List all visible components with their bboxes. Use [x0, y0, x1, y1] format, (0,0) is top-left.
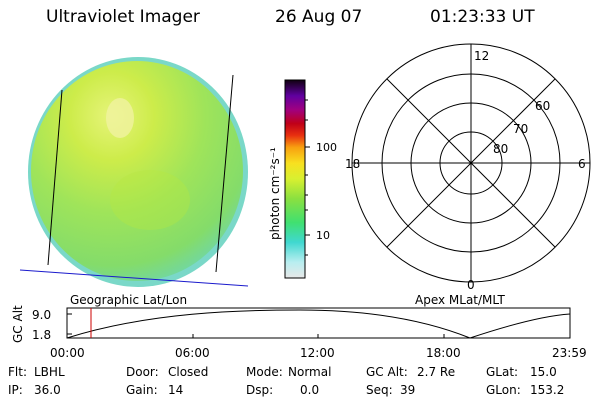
colorbar-tick-label: 100 [316, 141, 337, 154]
uv-image-panel [19, 57, 249, 287]
status-glat-label: GLat: [486, 365, 519, 379]
meridian-line [47, 89, 63, 266]
colorbar-tick-label: 10 [316, 229, 330, 242]
altitude-plot-frame [66, 307, 571, 339]
status-gain-label: Gain: [126, 383, 158, 397]
mlat-label-60: 60 [535, 99, 550, 113]
status-door-value: Closed [168, 365, 209, 379]
mlat-label-70: 70 [513, 122, 528, 136]
mlt-label-6: 6 [578, 157, 586, 171]
altitude-xtick-label: 18:00 [426, 346, 461, 360]
altitude-ylabel: GC Alt [11, 305, 25, 343]
instrument-title: Ultraviolet Imager [46, 7, 200, 27]
time-label: 01:23:33 UT [430, 7, 535, 27]
date-label: 26 Aug 07 [275, 7, 363, 27]
status-seq-value: 39 [400, 383, 416, 397]
polar-spoke [386, 78, 556, 248]
status-mode-label: Mode: [246, 365, 283, 379]
status-ip-value: 36.0 [34, 383, 61, 397]
altitude-xtick-label: 06:00 [175, 346, 210, 360]
meridian-line [215, 74, 234, 273]
altitude-xtick-label: 12:00 [300, 346, 335, 360]
colorbar-scale [284, 79, 306, 279]
status-flt-value: LBHL [34, 365, 65, 379]
apex-label: Apex MLat/MLT [415, 293, 505, 307]
altitude-xtick-label: 00:00 [50, 346, 85, 360]
bright-spot [106, 98, 134, 138]
altitude-plot: GC Alt 9.0 1.8 00:00 06:00 12:00 18:00 2… [11, 305, 587, 360]
colorbar-unit-label: photon cm⁻²s⁻¹ [268, 147, 282, 240]
status-gcalt-label: GC Alt: [366, 365, 408, 379]
altitude-ytick-label: 9.0 [32, 308, 51, 322]
mlat-label-80: 80 [493, 142, 508, 156]
altitude-curve [66, 309, 571, 339]
status-mode-value: Normal [288, 365, 332, 379]
status-glon-value: 153.2 [530, 383, 565, 397]
disk-shading [110, 170, 190, 230]
status-glat-value: 15.0 [530, 365, 557, 379]
status-glon-label: GLon: [486, 383, 521, 397]
status-ip-label: IP: [8, 383, 23, 397]
status-door-label: Door: [126, 365, 159, 379]
mlt-label-12: 12 [474, 49, 489, 63]
status-dsp-label: Dsp: [246, 383, 274, 397]
status-gcalt-value: 2.7 Re [417, 365, 456, 379]
altitude-ytick-label: 1.8 [32, 328, 51, 342]
geographic-label: Geographic Lat/Lon [70, 293, 187, 307]
uv-disk [31, 61, 243, 281]
status-seq-label: Seq: [366, 383, 393, 397]
altitude-xtick-label: 23:59 [552, 346, 587, 360]
mlt-label-18: 18 [345, 157, 360, 171]
status-flt-label: Flt: [8, 365, 27, 379]
mlt-label-0: 0 [467, 278, 475, 292]
status-dsp-value: 0.0 [300, 383, 320, 397]
colorbar: 100 10 photon cm⁻²s⁻¹ [268, 79, 337, 279]
coastline [19, 269, 249, 287]
polar-grid [351, 43, 591, 283]
status-gain-value: 14 [168, 383, 184, 397]
